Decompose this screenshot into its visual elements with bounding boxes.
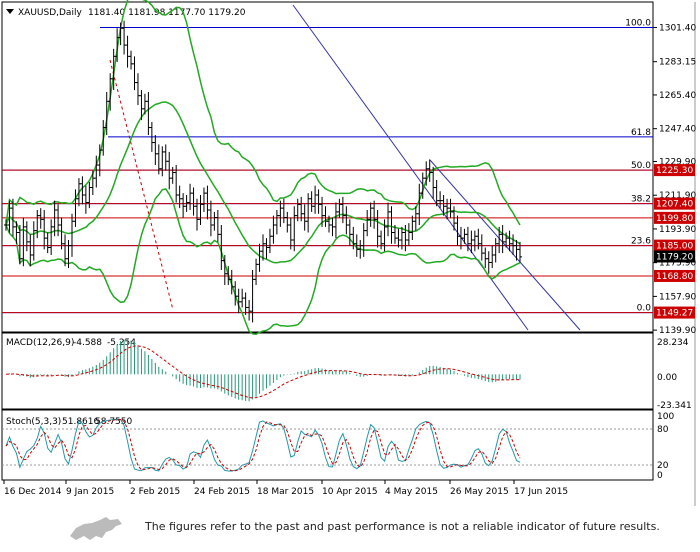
macd-tick-low: -23.341 — [657, 401, 692, 411]
macd-tick-zero: 0.00 — [657, 373, 677, 383]
stoch-tick-0: 0 — [657, 471, 663, 481]
stoch-lines — [5, 418, 521, 472]
price-tick-label: 1157.90 — [659, 292, 696, 302]
time-tick-label: 10 Apr 2015 — [322, 487, 378, 497]
price-level-badge — [654, 239, 695, 252]
fib-label: 0.0 — [637, 304, 652, 314]
price-level-badge-text: 1149.27 — [656, 309, 693, 319]
stoch-d-value: 58.7550 — [95, 417, 132, 427]
bull-logo-icon — [70, 517, 122, 540]
stoch-tick-100: 100 — [657, 412, 674, 422]
footer: The figures refer to the past and past p… — [0, 506, 700, 552]
price-level-badge-text: 1207.40 — [656, 200, 693, 210]
bollinger-lower — [5, 188, 521, 335]
chart-background — [0, 0, 700, 506]
price-level-badge-text: 1185.00 — [656, 242, 693, 252]
time-axis: 16 Dec 2014 9 Jan 2015 2 Feb 2015 24 Feb 20… — [3, 480, 568, 497]
time-tick-label: 4 May 2015 — [385, 487, 438, 497]
current-price-badge-text: 1179.20 — [656, 252, 693, 262]
price-level-badge-text: 1199.80 — [656, 214, 693, 224]
price-level-badge — [654, 197, 695, 210]
fib-label: 23.6 — [631, 237, 651, 247]
time-tick-label: 24 Feb 2015 — [194, 487, 250, 497]
collapse-icon[interactable] — [6, 9, 14, 14]
chart-area: XAUUSD,Daily 1181.40 1181.98 1177.70 117… — [0, 0, 700, 506]
macd-main-value: -4.588 — [73, 338, 102, 348]
price-level-badge-text: 1168.80 — [656, 272, 693, 282]
fib-label: 61.8 — [631, 128, 651, 138]
price-level-badge — [654, 164, 695, 177]
price-level-badge — [654, 269, 695, 282]
macd-signal-value: -5.254 — [107, 338, 136, 348]
macd-label: MACD(12,26,9) — [6, 338, 74, 348]
time-tick-label: 2 Feb 2015 — [130, 487, 180, 497]
stoch-d-line — [5, 418, 521, 472]
current-price-badge — [654, 250, 695, 263]
stoch-k-line — [5, 418, 521, 472]
price-tick-label: 1139.90 — [659, 326, 696, 336]
stoch-label: Stoch(5,3,3) — [6, 417, 61, 427]
macd-histogram — [5, 339, 521, 402]
ohlc-label: 1181.40 1181.98 1177.70 1179.20 — [88, 8, 246, 18]
price-bars — [4, 20, 522, 323]
price-level-badge — [654, 211, 695, 224]
price-tick-label: 1265.40 — [659, 91, 696, 101]
fib-label: 38.2 — [631, 195, 651, 205]
horizontal-levels — [2, 169, 653, 314]
macd-tick-high: 28.234 — [657, 338, 689, 348]
time-tick-label: 9 Jan 2015 — [66, 487, 114, 497]
price-level-badge — [654, 306, 695, 319]
price-tick-label: 1193.90 — [659, 225, 696, 235]
fib-label: 50.0 — [631, 161, 651, 171]
disclaimer-text: The figures refer to the past and past p… — [145, 520, 660, 533]
stoch-tick-20: 20 — [657, 461, 669, 471]
price-tick-label: 1247.40 — [659, 125, 696, 135]
price-tick-label: 1283.15 — [659, 58, 696, 68]
time-tick-label: 17 Jun 2015 — [514, 487, 568, 497]
time-tick-label: 18 Mar 2015 — [257, 487, 314, 497]
price-tick-label: 1301.40 — [659, 23, 696, 33]
bollinger-upper — [5, 0, 521, 226]
time-tick-label: 16 Dec 2014 — [4, 487, 62, 497]
price-tick-label: 1175.90 — [659, 259, 696, 269]
trend-line-channel — [429, 159, 581, 331]
macd-signal-line — [5, 345, 520, 399]
price-labels: 1225.30 1207.40 1199.80 1185.00 1168.80 1149.… — [654, 164, 695, 319]
trend-line-dashed — [109, 59, 174, 311]
price-ticks: 1301.40 1283.15 1265.40 1247.40 1229.90 1211.… — [653, 23, 696, 336]
price-tick-label: 1211.90 — [659, 191, 696, 201]
stoch-tick-80: 80 — [657, 425, 669, 435]
time-tick-label: 26 May 2015 — [450, 487, 509, 497]
symbol-label: XAUUSD,Daily — [18, 8, 82, 18]
price-level-badge-text: 1225.30 — [656, 166, 693, 176]
price-tick-label: 1229.90 — [659, 157, 696, 167]
fib-label: 100.0 — [625, 18, 651, 28]
